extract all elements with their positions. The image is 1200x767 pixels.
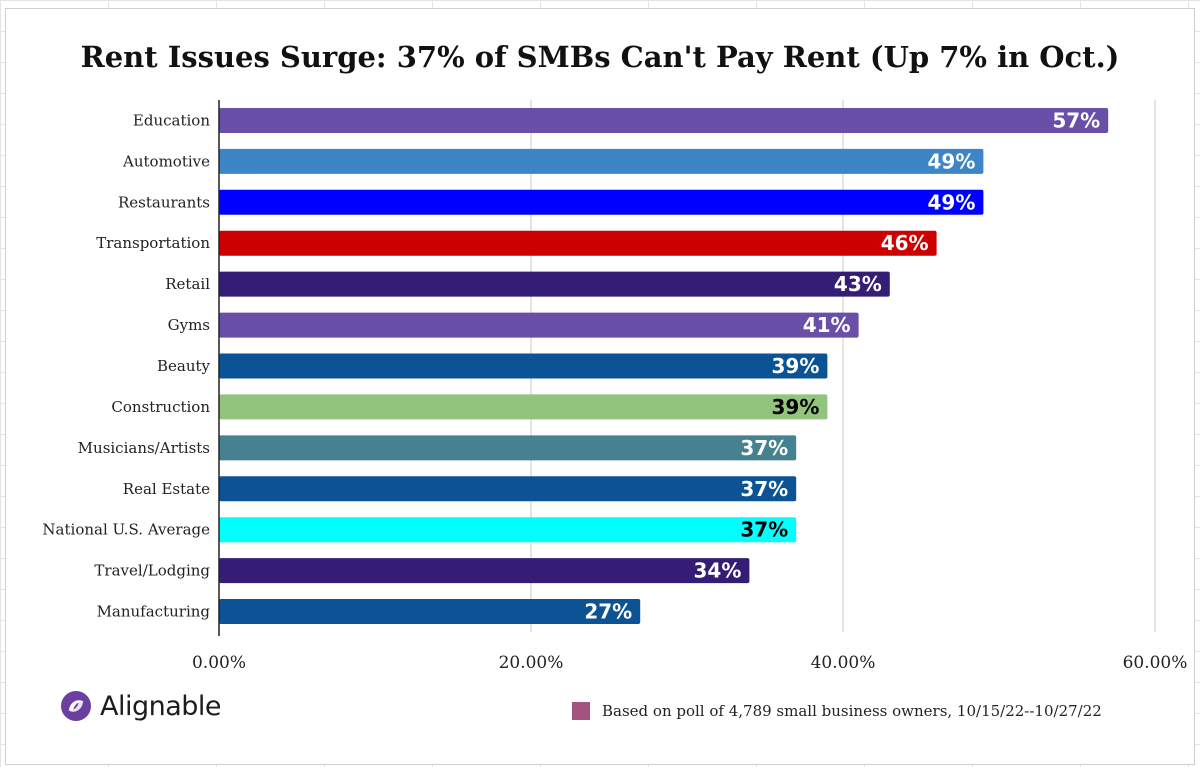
category-label: Musicians/Artists [78,439,210,457]
bar [219,599,641,625]
bar [219,435,797,461]
data-label: 46% [881,231,929,255]
data-label: 37% [740,518,788,542]
category-label: Restaurants [118,193,210,211]
bar [219,230,937,256]
bar [219,312,859,338]
x-tick-label: 0.00% [192,653,246,673]
bar [219,148,984,174]
data-label: 57% [1052,108,1100,132]
data-label: 39% [772,354,820,378]
logo-text: Alignable [100,690,222,722]
x-tick-label: 60.00% [1123,653,1188,673]
chart-legend: Based on poll of 4,789 small business ow… [572,702,1102,720]
bar [219,476,797,502]
category-label: Real Estate [123,480,210,498]
data-label: 34% [694,559,742,583]
data-label: 37% [740,436,788,460]
data-label: 49% [928,190,976,214]
category-label: Beauty [157,357,211,375]
category-label: Transportation [96,234,210,252]
category-label: Construction [111,398,210,416]
data-label: 41% [803,313,851,337]
data-label: 49% [928,149,976,173]
category-label: Manufacturing [97,603,211,621]
legend-swatch [572,702,590,720]
category-label: Automotive [122,152,210,170]
chart-card [5,8,1195,765]
bar [219,271,890,297]
bar [219,517,797,543]
legend-text: Based on poll of 4,789 small business ow… [602,702,1102,720]
data-label: 43% [834,272,882,296]
bar [219,558,750,584]
bar [219,394,828,420]
bar [219,353,828,379]
axis: 0.00% 20.00% 40.00% 60.00% Education Automoti… [42,100,1187,673]
category-label: Retail [165,275,210,293]
bars: 57% 49% 49% 46% 43% 41% 39% 39% 37% 37% 37% 34% 27% [219,107,1109,625]
category-label: Education [133,111,210,129]
bar [219,189,984,215]
chart-title: Rent Issues Surge: 37% of SMBs Can't Pay… [80,40,1120,74]
alignable-logo: Alignable [60,690,222,722]
bar [219,107,1109,133]
data-label: 39% [772,395,820,419]
x-tick-label: 20.00% [499,653,564,673]
category-label: Travel/Lodging [94,562,210,580]
x-tick-label: 40.00% [811,653,876,673]
data-label: 37% [740,477,788,501]
category-label: National U.S. Average [42,521,210,539]
category-label: Gyms [168,316,210,334]
alignable-logo-icon [61,691,91,721]
data-label: 27% [584,600,632,624]
